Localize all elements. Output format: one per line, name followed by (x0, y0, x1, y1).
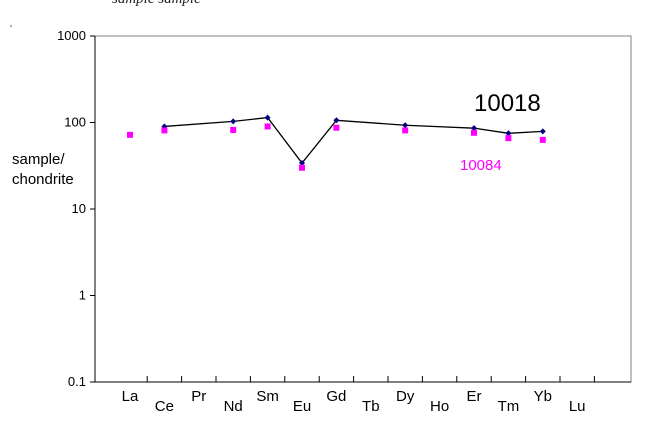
x-tick-label-Er: Er (467, 388, 482, 405)
point-10084-La (127, 131, 133, 138)
series-layer (127, 114, 546, 171)
x-ticks: La Ce Pr Nd Sm Eu Gd Tb Dy Ho Er Tm Yb Lu (122, 376, 595, 415)
point-10084-Eu (299, 164, 305, 171)
point-10084-Tm (505, 135, 512, 142)
stray-mark: ' (10, 24, 12, 35)
y-tick-label-3: 100 (64, 115, 86, 130)
y-tick-label-4: 1000 (57, 28, 86, 43)
x-tick-label-Gd: Gd (326, 388, 346, 405)
point-10084-Ce (161, 127, 168, 134)
point-10018-Gd (333, 117, 340, 124)
x-tick-label-Ce: Ce (155, 398, 174, 415)
x-tick-label-Sm: Sm (256, 388, 279, 405)
point-10018-Yb (539, 128, 546, 135)
y-tick-label-0: 0.1 (68, 374, 86, 389)
point-10018-Dy (402, 122, 409, 129)
x-tick-label-Yb: Yb (534, 388, 552, 405)
x-tick-label-Tb: Tb (362, 398, 380, 415)
point-10018-Eu (299, 160, 305, 167)
y-axis-title-line-2: chondrite (12, 171, 74, 188)
x-tick-label-Pr: Pr (191, 388, 206, 405)
point-10018-Tm (505, 130, 512, 137)
point-10084-Sm (264, 123, 271, 130)
point-10084-Gd (333, 124, 340, 131)
x-tick-label-Ho: Ho (430, 398, 449, 415)
x-tick-label-Dy: Dy (396, 388, 415, 405)
y-tick-label-2: 10 (72, 201, 86, 216)
top-caption: sample sample (112, 0, 201, 8)
point-10018-Nd (230, 118, 237, 125)
y-ticks: 0.1 1 10 100 1000 (57, 28, 95, 389)
series-label-10018: 10018 (474, 90, 541, 117)
y-axis-title-line-1: sample/ (12, 151, 65, 168)
y-tick-label-1: 1 (79, 288, 86, 303)
series-label-10084: 10084 (460, 157, 502, 174)
point-10084-Dy (402, 127, 409, 134)
point-10018-Sm (264, 114, 271, 121)
plot-area (94, 35, 632, 383)
x-tick-label-Tm: Tm (498, 398, 520, 415)
x-tick-label-Lu: Lu (569, 398, 586, 415)
point-10084-Er (471, 129, 477, 136)
x-tick-label-Eu: Eu (293, 398, 311, 415)
point-10084-Yb (539, 136, 546, 143)
point-10018-Er (471, 125, 477, 132)
x-tick-label-La: La (122, 388, 139, 405)
x-tick-label-Nd: Nd (224, 398, 243, 415)
point-10084-Nd (230, 126, 237, 133)
